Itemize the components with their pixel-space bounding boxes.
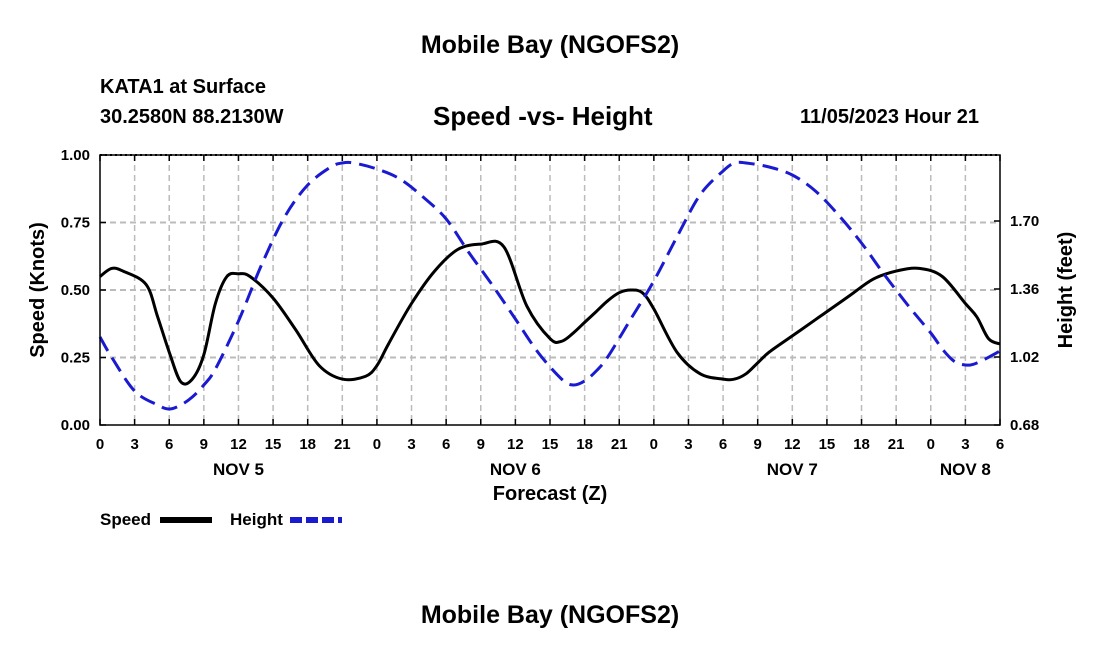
- speed-height-chart: 0 3 6 9 12 15 18 21 0 3 6 9 12 15 18 21 0 3 6 9 12 15 18 21 0 3 6N…: [27, 147, 1077, 529]
- x-tick-label: 0: [373, 436, 381, 453]
- footer-title: Mobile Bay (NGOFS2): [420, 601, 680, 629]
- y2-tick-label: 1.02: [1010, 349, 1039, 366]
- x-tick-label: 0: [927, 436, 935, 453]
- station-label: KATA1 at Surface: [100, 76, 266, 98]
- y-tick-label: 0.75: [61, 215, 90, 232]
- day-label: NOV 8: [940, 460, 991, 479]
- x-axis-label: Forecast (Z): [493, 483, 607, 505]
- x-tick-label: 12: [230, 436, 247, 453]
- x-tick-label: 3: [961, 436, 969, 453]
- x-tick-label: 21: [888, 436, 905, 453]
- day-label: NOV 6: [490, 460, 541, 479]
- y2-tick-label: 1.36: [1010, 281, 1039, 298]
- x-tick-label: 3: [130, 436, 138, 453]
- legend-label: Height: [230, 510, 283, 529]
- series-speed-line: [99, 239, 1001, 386]
- station-coords: 30.2580N 88.2130W: [100, 106, 284, 128]
- y-tick-label: 0.50: [61, 282, 90, 299]
- x-tick-label: 18: [299, 436, 316, 453]
- forecast-datetime: 11/05/2023 Hour 21: [800, 106, 980, 128]
- series-height-line: [98, 160, 1001, 411]
- y2-tick-label: 1.70: [1010, 213, 1039, 230]
- x-tick-label: 9: [200, 436, 208, 453]
- y-tick-label: 0.25: [61, 350, 90, 367]
- x-tick-label: 18: [576, 436, 593, 453]
- y-tick-label: 0.00: [61, 417, 90, 434]
- page-title: Mobile Bay (NGOFS2): [420, 31, 680, 59]
- x-tick-label: 6: [442, 436, 450, 453]
- x-tick-label: 15: [265, 436, 282, 453]
- x-tick-label: 9: [754, 436, 762, 453]
- x-tick-label: 6: [719, 436, 727, 453]
- x-tick-label: 3: [684, 436, 692, 453]
- x-tick-label: 15: [819, 436, 836, 453]
- y-tick-label: 1.00: [61, 147, 90, 164]
- x-tick-label: 6: [996, 436, 1004, 453]
- x-tick-label: 6: [165, 436, 173, 453]
- x-tick-label: 0: [96, 436, 104, 453]
- day-label: NOV 7: [767, 460, 818, 479]
- x-tick-label: 21: [334, 436, 351, 453]
- x-tick-label: 12: [784, 436, 801, 453]
- y2-axis-label: Height (feet): [1055, 232, 1077, 349]
- x-tick-label: 12: [507, 436, 524, 453]
- x-tick-label: 15: [542, 436, 559, 453]
- chart-subtitle: Speed -vs- Height: [433, 101, 653, 131]
- x-tick-label: 9: [477, 436, 485, 453]
- y2-tick-label: 0.68: [1010, 417, 1039, 434]
- legend-label: Speed: [100, 510, 151, 529]
- day-label: NOV 5: [213, 460, 264, 479]
- x-tick-label: 21: [611, 436, 628, 453]
- x-tick-label: 3: [407, 436, 415, 453]
- y-axis-label: Speed (Knots): [27, 222, 49, 358]
- legend: Speed Height: [100, 510, 342, 529]
- x-tick-label: 0: [650, 436, 658, 453]
- x-tick-label: 18: [853, 436, 870, 453]
